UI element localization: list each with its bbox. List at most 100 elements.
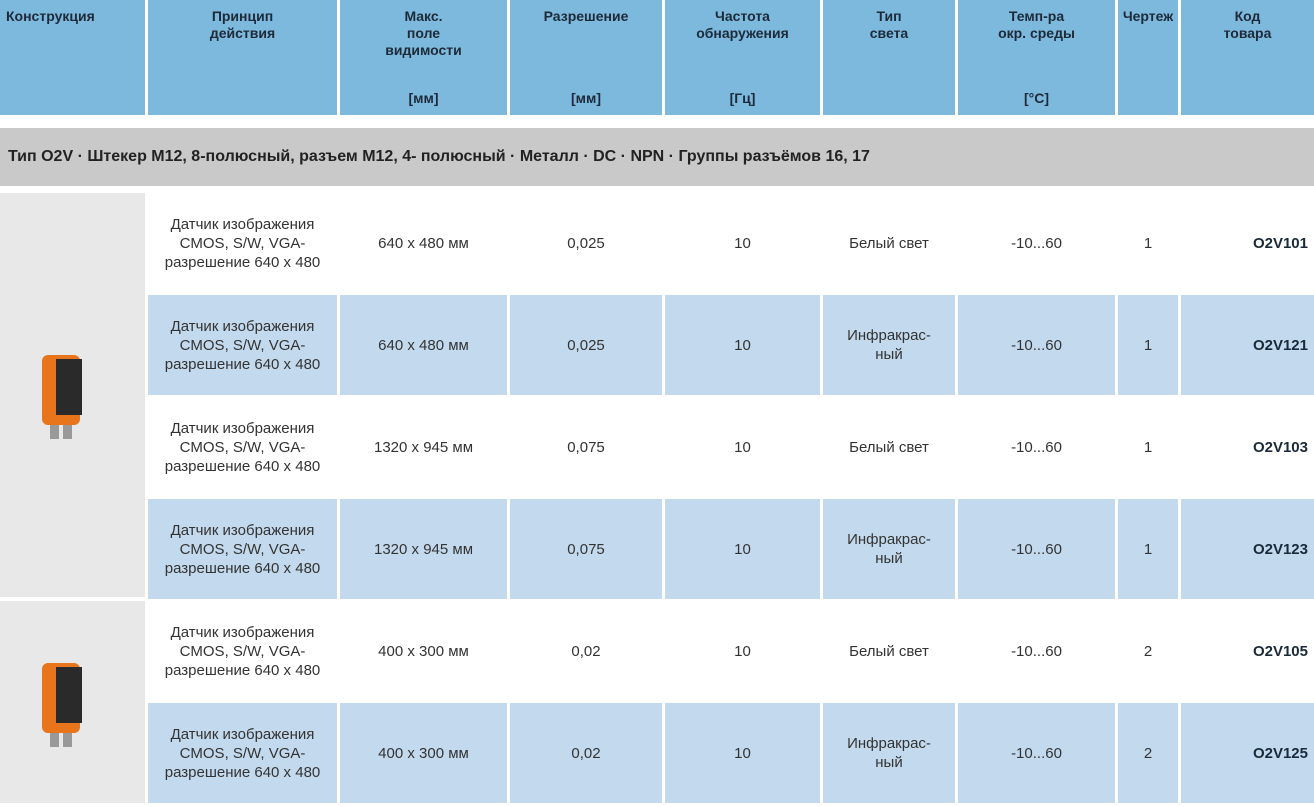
table-cell: Инфракрас-ный	[823, 295, 955, 395]
cell-text: -10...60	[1011, 744, 1062, 762]
cell-text: 10	[734, 642, 751, 660]
cell-text: -10...60	[1011, 336, 1062, 354]
header-label: Код	[1234, 8, 1261, 24]
cell-text: 1	[1143, 540, 1153, 558]
cell-text: Инфракрас-	[847, 327, 931, 344]
table-cell: 0,025	[510, 295, 662, 395]
cell-text: 10	[734, 744, 751, 762]
product-image	[0, 601, 145, 803]
header-label: Конструкция	[6, 8, 95, 24]
cell-text: 1	[1143, 234, 1153, 252]
header-label: обнаружения	[696, 25, 789, 41]
sensor-icon	[42, 663, 82, 747]
table-cell: -10...60	[958, 193, 1115, 293]
cell-text: 0,025	[567, 234, 605, 252]
table-cell: Датчик изображения CMOS, S/W, VGA-разреше…	[148, 397, 337, 497]
header-unit: [°C]	[1023, 90, 1050, 106]
table-cell: 0,075	[510, 397, 662, 497]
cell-text: O2V105	[1252, 642, 1308, 660]
cell-text: 400 x 300 мм	[378, 744, 469, 762]
table-cell: 1	[1118, 295, 1178, 395]
table-cell: Датчик изображения CMOS, S/W, VGA-разреше…	[148, 499, 337, 599]
cell-text: Датчик изображения	[170, 725, 315, 743]
cell-text: 1320 x 945 мм	[373, 540, 474, 558]
cell-text: ный	[875, 550, 903, 567]
table-cell: O2V125	[1181, 703, 1314, 803]
table-cell: -10...60	[958, 601, 1115, 701]
table-cell: O2V105	[1181, 601, 1314, 701]
cell-text: 400 x 300 мм	[378, 642, 469, 660]
table-cell: 2	[1118, 601, 1178, 701]
table-cell: O2V123	[1181, 499, 1314, 599]
header-cell: Макс. поле видимости [мм]	[340, 0, 507, 115]
header-cell: Код товара	[1181, 0, 1314, 115]
table-cell: O2V101	[1181, 193, 1314, 293]
table-cell: -10...60	[958, 499, 1115, 599]
header-label: Тип	[876, 8, 902, 24]
cell-text: 10	[734, 438, 751, 456]
table-cell: -10...60	[958, 703, 1115, 803]
cell-text: O2V123	[1252, 540, 1308, 558]
cell-text: Инфракрас-	[847, 735, 931, 752]
table-cell: 2	[1118, 703, 1178, 803]
cell-text: разрешение 640 x 480	[164, 559, 321, 577]
table-cell: 10	[665, 397, 820, 497]
table-cell: 640 x 480 мм	[340, 295, 507, 395]
header-cell: Конструкция	[0, 0, 145, 115]
cell-text: разрешение 640 x 480	[164, 661, 321, 679]
table-cell: Датчик изображения CMOS, S/W, VGA-разреше…	[148, 193, 337, 293]
table-cell: O2V103	[1181, 397, 1314, 497]
cell-text: ный	[875, 346, 903, 363]
table-cell: 1	[1118, 397, 1178, 497]
cell-text: 0,025	[567, 336, 605, 354]
table-cell: 400 x 300 мм	[340, 601, 507, 701]
table-cell: 400 x 300 мм	[340, 703, 507, 803]
cell-text: -10...60	[1011, 642, 1062, 660]
cell-text: разрешение 640 x 480	[164, 763, 321, 781]
table-cell: Инфракрас-ный	[823, 499, 955, 599]
cell-text: CMOS, S/W, VGA-	[179, 336, 306, 354]
table-cell: -10...60	[958, 295, 1115, 395]
cell-text: -10...60	[1011, 234, 1062, 252]
cell-text: 640 x 480 мм	[378, 234, 469, 252]
cell-text: 2	[1143, 642, 1153, 660]
header-label: товара	[1223, 25, 1272, 41]
cell-text: -10...60	[1011, 540, 1062, 558]
header-cell: Чертеж	[1118, 0, 1178, 115]
table-cell: 10	[665, 193, 820, 293]
table-cell: Инфракрас-ный	[823, 703, 955, 803]
header-unit: [мм]	[408, 90, 439, 106]
cell-text: CMOS, S/W, VGA-	[179, 744, 306, 762]
table-cell: 0,02	[510, 601, 662, 701]
cell-text: 1320 x 945 мм	[373, 438, 474, 456]
header-label: Частота	[715, 8, 770, 24]
header-label: окр. среды	[998, 25, 1075, 41]
table-cell: 1320 x 945 мм	[340, 397, 507, 497]
sensor-icon	[42, 355, 82, 439]
cell-text: Белый свет	[849, 234, 929, 252]
header-label: поле	[406, 25, 441, 41]
table-cell: 1	[1118, 193, 1178, 293]
cell-text: CMOS, S/W, VGA-	[179, 540, 306, 558]
cell-text: разрешение 640 x 480	[164, 355, 321, 373]
header-unit: [Гц]	[729, 90, 756, 106]
table-cell: Датчик изображения CMOS, S/W, VGA-разреше…	[148, 601, 337, 701]
cell-text: CMOS, S/W, VGA-	[179, 234, 306, 252]
cell-text: Датчик изображения	[170, 419, 315, 437]
table-cell: O2V121	[1181, 295, 1314, 395]
cell-text: Белый свет	[849, 642, 929, 660]
table-cell: -10...60	[958, 397, 1115, 497]
header-label: Разрешение	[543, 8, 629, 24]
cell-text: O2V125	[1252, 744, 1308, 762]
header-cell: Принцип действия	[148, 0, 337, 115]
header-label: света	[869, 25, 909, 41]
cell-text: O2V103	[1252, 438, 1308, 456]
table-cell: 10	[665, 499, 820, 599]
table-cell: Датчик изображения CMOS, S/W, VGA-разреше…	[148, 703, 337, 803]
table-cell: 640 x 480 мм	[340, 193, 507, 293]
table-cell: 0,075	[510, 499, 662, 599]
header-label: Макс.	[404, 8, 443, 24]
table-cell: Белый свет	[823, 193, 955, 293]
header-label: Темп-ра	[1008, 8, 1065, 24]
